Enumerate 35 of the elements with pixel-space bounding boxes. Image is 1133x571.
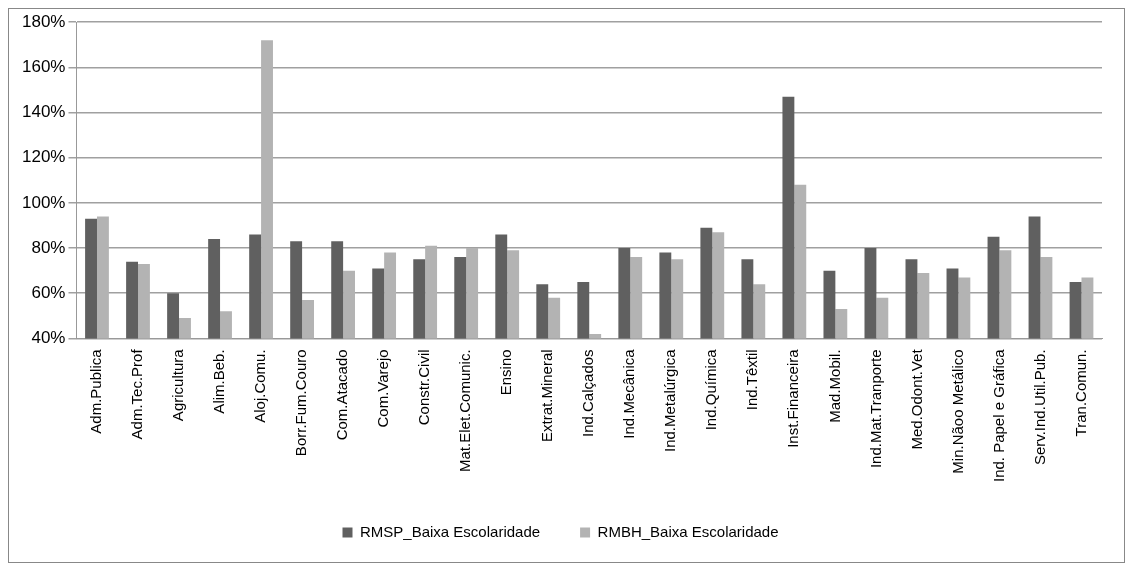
x-tick-label: Min.Nãoo Metálico: [948, 349, 966, 474]
x-tick-label: Ind.Têxtil: [743, 349, 761, 411]
x-tick-label: Com.Varejo: [374, 349, 392, 428]
y-tick-label: 60%: [31, 282, 66, 302]
x-tick-label: Aloj.Comu.: [251, 349, 269, 423]
x-tick-label: Med.Odont.Vet: [907, 348, 925, 450]
x-tick-label: Tran.Comun.: [1071, 349, 1089, 437]
x-tick-label: Inst.Financeira: [784, 348, 802, 448]
x-tick-label: Extrat.Mineral: [538, 349, 556, 442]
x-tick-label: Alim.Beb.: [210, 349, 228, 414]
y-tick-label: 100%: [22, 192, 66, 212]
x-tick-label: Ind.Metalúrgica: [661, 348, 679, 452]
y-tick-label: 160%: [22, 57, 66, 77]
legend-label: RMSP_Baixa Escolaridade: [360, 522, 541, 540]
x-tick-label: Borr.Fum.Couro: [292, 349, 310, 457]
y-tick-label: 180%: [22, 11, 66, 31]
legend-label: RMBH_Baixa Escolaridade: [597, 522, 779, 540]
x-tick-label: Ind.Mecânica: [620, 348, 638, 439]
x-tick-label: Ensino: [497, 349, 515, 396]
x-tick-label: Adm.Tec.Prof: [128, 348, 146, 440]
y-tick-label: 140%: [22, 102, 66, 122]
x-tick-label: Ind.Química: [702, 348, 720, 431]
x-tick-label: Agricultura: [169, 348, 187, 422]
x-tick-label: Com.Atacado: [333, 349, 351, 441]
x-tick-label: Ind.Mat.Tranporte: [866, 349, 884, 469]
y-tick-label: 80%: [31, 237, 66, 257]
x-tick-label: Adm.Publica: [87, 348, 105, 434]
x-tick-label: Constr.Civil: [415, 349, 433, 426]
x-tick-label: Serv.Ind.Util.Pub.: [1030, 349, 1048, 466]
y-tick-label: 120%: [22, 147, 66, 167]
y-tick-label: 40%: [31, 328, 66, 348]
x-tick-label: Ind.Calçados: [579, 349, 597, 437]
x-tick-label: Ind. Papel e Gráfica: [989, 348, 1007, 482]
x-tick-label: Mad.Mobil.: [825, 349, 843, 423]
x-tick-label: Mat.Elet.Comunic.: [456, 349, 474, 472]
